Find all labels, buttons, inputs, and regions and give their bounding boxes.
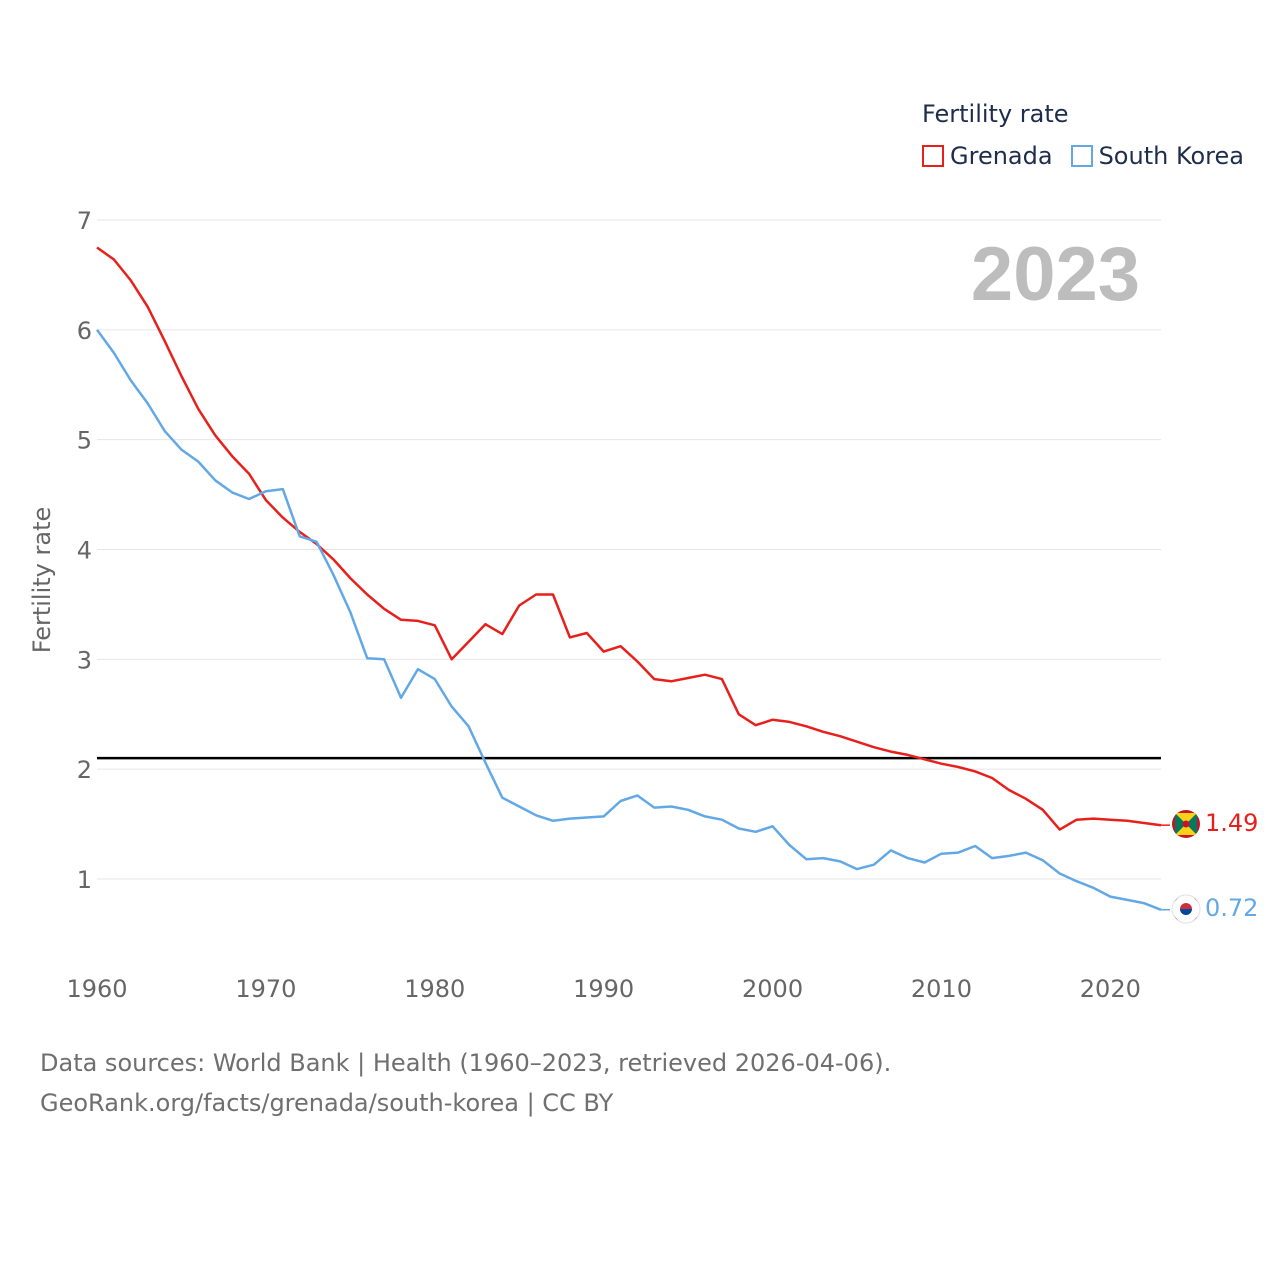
x-tick-label: 1980 [404,975,465,1003]
series: 1.49 0.72 [95,246,1258,922]
x-tick-label: 2010 [911,975,972,1003]
x-tick-label: 1970 [235,975,296,1003]
y-tick-label: 7 [77,207,92,235]
footer-link[interactable]: GeoRank.org/facts/grenada/south-korea | … [40,1089,614,1117]
south-korea-flag-icon [1171,894,1201,924]
grenada-flag-icon [1172,810,1200,838]
legend-label-grenada: Grenada [950,142,1053,170]
year-watermark: 2023 [971,232,1140,317]
series-line-grenada [96,246,1162,831]
y-tick-label: 4 [77,537,92,565]
legend-swatch-south-korea [1070,145,1093,167]
x-tick-label: 2000 [742,975,803,1003]
legend-item-south-korea[interactable]: South Korea [1070,142,1244,170]
y-tick-label: 6 [77,317,92,345]
end-value-label-south-korea: 0.72 [1205,894,1258,922]
legend: Grenada South Korea [922,142,1262,170]
x-tick-label: 2020 [1080,975,1141,1003]
end-value-label-grenada: 1.49 [1205,809,1258,837]
legend-title: Fertility rate [922,100,1069,128]
gridlines [97,219,1161,880]
legend-item-grenada[interactable]: Grenada [922,142,1053,170]
series-line-south-korea [95,329,1162,911]
y-tick-label: 1 [77,866,92,894]
x-axis-ticks: 1960 1970 1980 1990 2000 2010 2020 [66,975,1140,1003]
y-axis-ticks: 1 2 3 4 5 6 7 [77,207,92,894]
legend-label-south-korea: South Korea [1098,142,1244,170]
footer: Data sources: World Bank | Health (1960–… [40,1043,891,1123]
y-tick-label: 3 [77,646,92,674]
legend-swatch-grenada [922,145,944,167]
x-tick-label: 1990 [573,975,634,1003]
footer-sources: Data sources: World Bank | Health (1960–… [40,1049,892,1077]
y-tick-label: 5 [77,427,92,455]
y-tick-label: 2 [77,756,92,784]
x-tick-label: 1960 [66,975,127,1003]
y-axis-label: Fertility rate [28,507,56,654]
